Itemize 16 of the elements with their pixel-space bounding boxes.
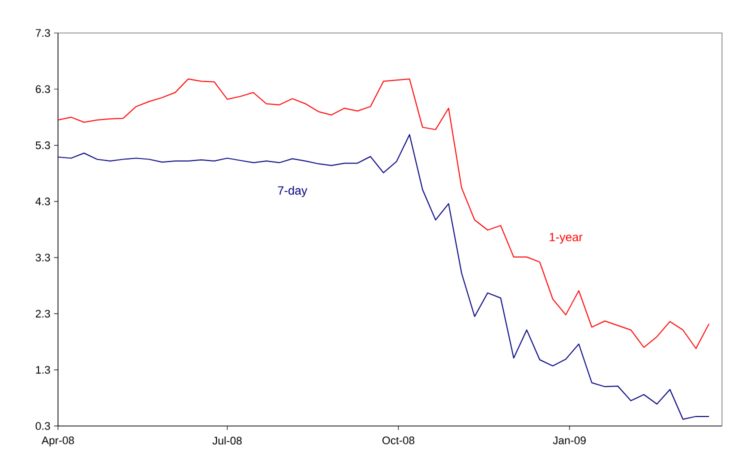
y-tick-label: 5.3 xyxy=(36,141,50,150)
y-tick-label: 7.3 xyxy=(36,29,50,37)
x-tick-label: Oct-08 xyxy=(382,436,414,444)
y-tick-label: 0.3 xyxy=(36,422,50,430)
y-tick-label: 6.3 xyxy=(36,85,50,94)
y-tick-label: 1.3 xyxy=(36,366,50,374)
series-label: 7-day xyxy=(278,186,308,198)
line-series xyxy=(58,134,710,420)
x-tick-label: Jul-08 xyxy=(212,436,242,445)
series-label: 1-year xyxy=(550,232,583,244)
y-tick-label: 3.3 xyxy=(36,254,50,262)
line-series xyxy=(58,78,710,350)
y-tick-label: 4.3 xyxy=(36,198,50,206)
x-tick-label: Apr-08 xyxy=(42,436,74,446)
x-tick-label: Jan-09 xyxy=(552,436,586,444)
y-tick-label: 2.3 xyxy=(36,310,50,318)
